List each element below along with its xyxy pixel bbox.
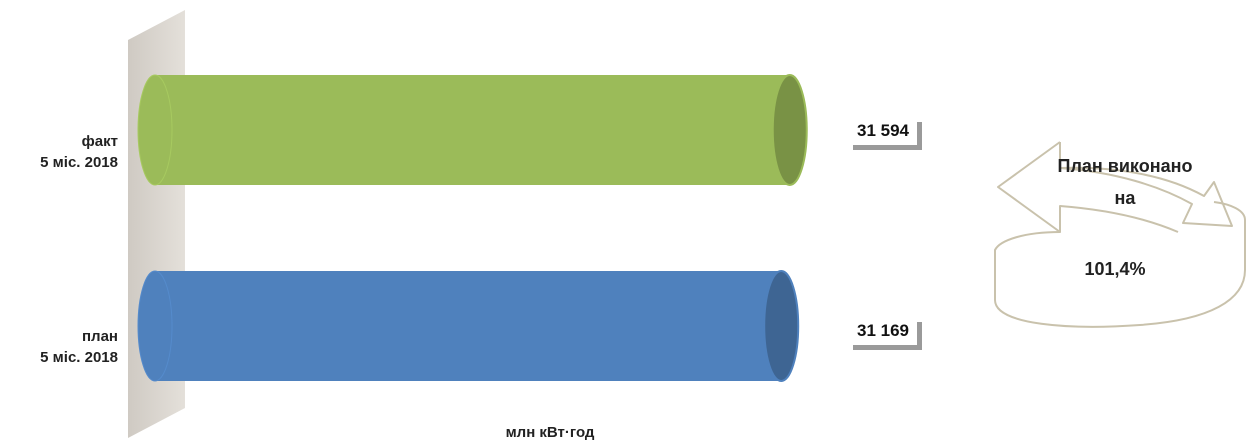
bar-fact-end-cap — [771, 74, 808, 186]
callout-loop — [994, 201, 1246, 328]
category-label-plan-line1: план — [82, 328, 118, 345]
bar-plan — [155, 271, 782, 381]
callout-title-line1: План виконано — [1057, 156, 1193, 176]
callout-title-line2: на — [1114, 188, 1136, 208]
category-label-fact-line2: 5 міс. 2018 — [40, 154, 118, 171]
bar-fact-start-rim — [137, 74, 173, 186]
callout-arrow — [994, 141, 1246, 328]
category-label-fact-line1: факт — [81, 133, 118, 150]
callout-percentage: 101,4% — [1084, 259, 1146, 279]
bar-fact-start-cap — [138, 75, 172, 185]
x-axis-unit-label: млн кВт·год — [505, 424, 595, 441]
bar-plan-end-cap — [763, 270, 800, 382]
callout-arrow-shape — [997, 141, 1233, 233]
category-label-plan-line2: 5 міс. 2018 — [40, 349, 118, 366]
value-label-fact: 31 594 — [848, 117, 917, 145]
bar-plan-start-rim — [137, 270, 173, 382]
category-label-fact: факт 5 міс. 2018 — [0, 131, 118, 173]
value-label-plan: 31 169 — [848, 317, 917, 345]
bar-fact — [155, 75, 790, 185]
category-label-plan: план 5 міс. 2018 — [0, 326, 118, 368]
bar-plan-start-cap — [138, 271, 172, 381]
